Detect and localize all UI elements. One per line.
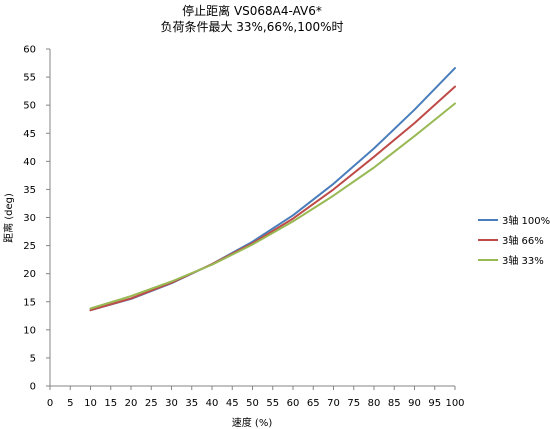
x-tick-label: 45 <box>226 398 239 409</box>
x-tick-label: 0 <box>47 398 53 409</box>
chart-title-line-1: 停止距离 VS068A4-AV6* <box>182 3 322 18</box>
x-tick-label: 30 <box>165 398 178 409</box>
x-tick-label: 5 <box>67 398 73 409</box>
x-tick-label: 80 <box>368 398 381 409</box>
chart-title-line-2: 负荷条件最大 33%,66%,100%时 <box>160 20 343 34</box>
y-tick-label: 30 <box>23 213 36 224</box>
x-tick-label: 60 <box>287 398 300 409</box>
x-tick-label: 95 <box>428 398 441 409</box>
y-tick-label: 35 <box>23 185 36 196</box>
x-tick-label: 90 <box>408 398 421 409</box>
x-tick-label: 20 <box>125 398 138 409</box>
y-tick-label: 10 <box>23 325 36 336</box>
legend-label-1: 3轴 100% <box>502 214 550 227</box>
y-tick-label: 60 <box>23 45 36 56</box>
x-tick-label: 10 <box>84 398 97 409</box>
series-line-1 <box>89 67 456 312</box>
y-tick-label: 5 <box>30 353 36 364</box>
x-tick-label: 40 <box>206 398 219 409</box>
y-tick-label: 40 <box>23 157 36 168</box>
x-tick-label: 75 <box>347 398 360 409</box>
series-line-3 <box>89 102 456 310</box>
x-axis-label: 速度 (%) <box>232 416 273 429</box>
x-tick-label: 25 <box>145 398 158 409</box>
x-tick-label: 35 <box>185 398 198 409</box>
x-tick-label: 50 <box>246 398 259 409</box>
y-tick-label: 15 <box>23 297 36 308</box>
y-tick-label: 55 <box>23 73 36 84</box>
x-tick-label: 100 <box>445 398 464 409</box>
y-tick-label: 45 <box>23 129 36 140</box>
y-tick-label: 20 <box>23 269 36 280</box>
series-line-2 <box>89 85 456 312</box>
y-tick-label: 50 <box>23 101 36 112</box>
y-tick-label: 25 <box>23 241 36 252</box>
x-tick-label: 55 <box>266 398 279 409</box>
x-tick-label: 85 <box>388 398 401 409</box>
legend-label-3: 3轴 33% <box>502 254 544 267</box>
legend: 3轴 100% 3轴 66% 3轴 33% <box>478 214 550 267</box>
x-tick-label: 65 <box>307 398 320 409</box>
y-axis-label: 距离 (deg) <box>2 193 15 243</box>
y-tick-label: 0 <box>30 382 36 393</box>
legend-label-2: 3轴 66% <box>502 234 544 247</box>
x-tick-label: 70 <box>327 398 340 409</box>
plot-area: 0 5 10 15 20 25 30 35 40 45 50 55 60 0 5 10 15 20 25 30 35 40… <box>23 45 464 410</box>
x-tick-label: 15 <box>104 398 117 409</box>
